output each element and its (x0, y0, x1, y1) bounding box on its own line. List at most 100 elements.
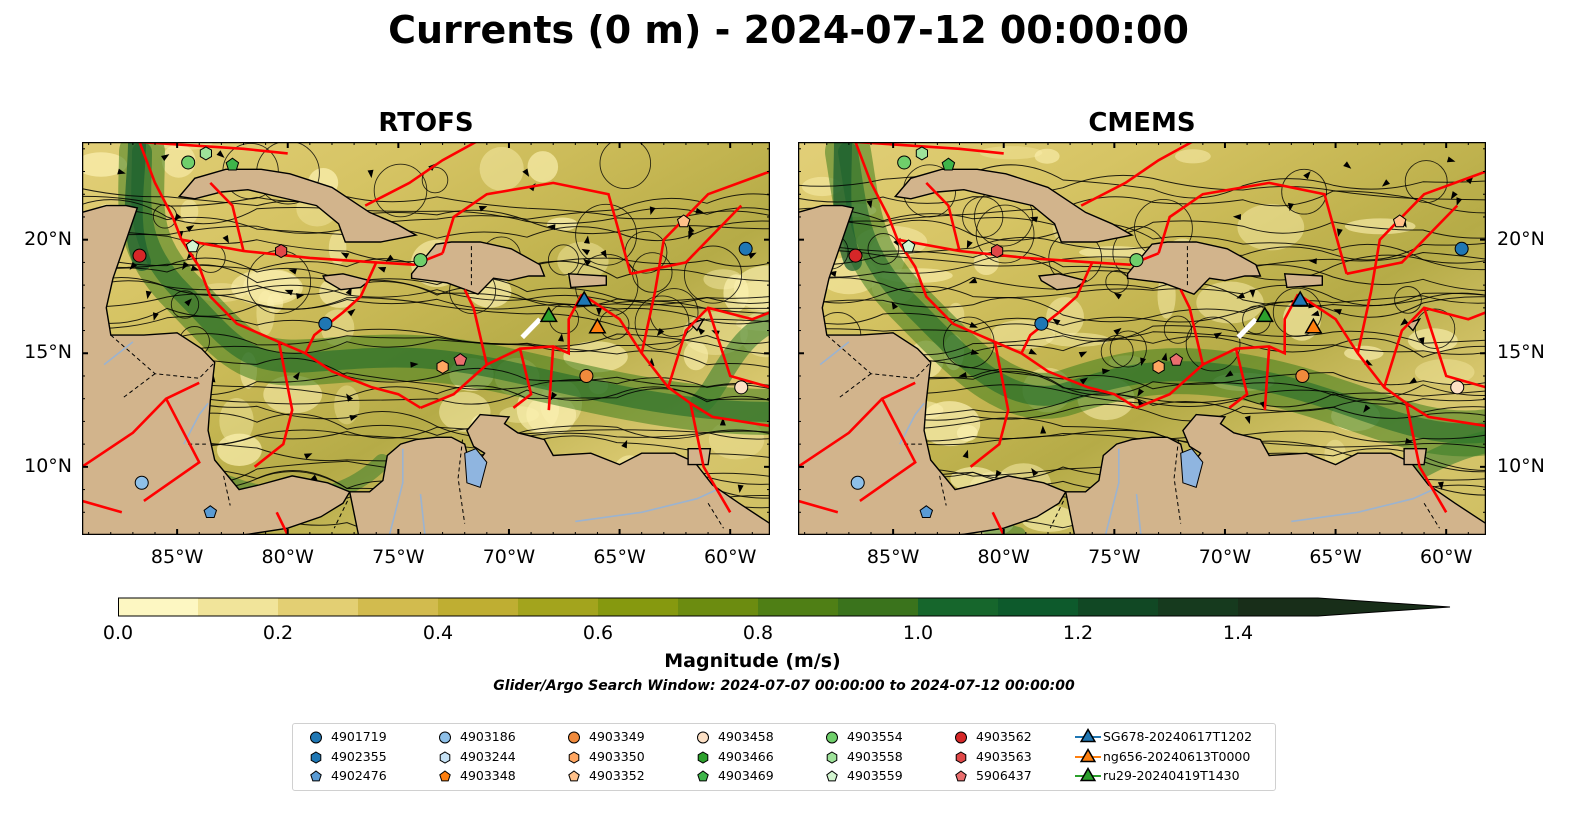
flow-arrow (292, 371, 300, 381)
low-speed-patch (219, 398, 254, 444)
streamline (798, 174, 1486, 204)
colorbar-segment (1238, 598, 1319, 616)
eez-line (1382, 306, 1486, 388)
legend-label: 4903466 (718, 748, 774, 764)
river (1135, 494, 1142, 535)
colorbar-tick-label: 1.0 (902, 622, 934, 644)
colorbar-tick-label: 1.4 (1222, 622, 1254, 644)
eddy-streamline (1281, 168, 1327, 215)
flow-arrow (1450, 191, 1458, 200)
flow-arrow (583, 235, 590, 244)
4902476-legend-marker (310, 770, 322, 782)
colorbar-segment (438, 598, 519, 616)
float-4903469-marker (225, 157, 240, 171)
float-4903562-marker (132, 248, 147, 263)
panel-title-cmems: CMEMS (1088, 108, 1196, 138)
eez-line (441, 181, 632, 275)
landmass-centralAmerica (798, 142, 1067, 535)
landmass-jamaica (1038, 273, 1088, 291)
flow-arrow (1418, 337, 1425, 346)
eez-line (420, 293, 584, 410)
landmass-guadeloupe (689, 317, 706, 332)
flow-arrow (1079, 377, 1088, 385)
eez-line (82, 381, 200, 468)
flow-arrow (688, 231, 694, 240)
river (899, 402, 925, 445)
float-4903558-marker (199, 146, 212, 161)
4903554-legend-marker (826, 731, 838, 744)
flow-arrow (1249, 289, 1256, 298)
flow-arrow (1381, 179, 1390, 187)
low-speed-patch (1046, 297, 1084, 338)
colorbar-label: Magnitude (m/s) (664, 650, 841, 672)
eddy-streamline (683, 245, 743, 304)
flow-arrow (1400, 318, 1409, 326)
glider-SG678-20240617T1202-marker (1291, 290, 1310, 307)
float-4903350-marker (1152, 359, 1165, 374)
eez-line (1422, 307, 1486, 389)
ng656-20240613t0000-legend-marker (1079, 747, 1097, 762)
river (1291, 488, 1434, 523)
flow-arrow (161, 154, 170, 161)
flow-arrow (385, 254, 394, 262)
eddy-streamline (1105, 270, 1129, 294)
eddy-streamline (1404, 160, 1448, 204)
eez-line (1080, 142, 1193, 207)
streamline (82, 333, 770, 353)
flow-arrow (1343, 161, 1352, 169)
eez-line (859, 398, 917, 502)
float-4903563-marker (991, 243, 1004, 259)
eddy-streamline (975, 204, 1035, 264)
float-4902476-marker (919, 505, 934, 518)
flow-arrow (173, 213, 182, 222)
colorbar (118, 596, 1458, 622)
4903558-legend-marker (826, 750, 838, 764)
flow-arrow (145, 290, 152, 300)
eez-line (640, 170, 770, 354)
eez-line (143, 398, 201, 502)
eez-line (855, 142, 1004, 155)
colorbar-segment (838, 598, 919, 616)
streamline (798, 190, 1486, 230)
colorbar-tick-label: 0.8 (742, 622, 774, 644)
landmass-hispaniola (410, 241, 546, 296)
flow-arrow (1244, 415, 1251, 425)
flow-arrow (284, 289, 294, 296)
4903469-legend-marker (697, 770, 709, 782)
flow-arrow (1408, 377, 1418, 384)
flow-arrow (656, 328, 665, 337)
4902355-legend-marker (310, 750, 322, 764)
flow-arrow (222, 234, 230, 244)
river (419, 494, 426, 535)
flow-arrow (866, 200, 873, 209)
landmass-jamaica (322, 273, 372, 291)
colorbar-segment (518, 598, 599, 616)
flow-arrow (117, 168, 126, 175)
country-border (707, 502, 724, 529)
float-4903559-marker (901, 239, 916, 253)
flow-arrow (1031, 468, 1039, 477)
rtofs-currents-map[interactable] (82, 142, 770, 535)
colorbar-tick-label: 0.4 (422, 622, 454, 644)
low-speed-patch (328, 231, 347, 265)
flow-arrow (129, 261, 138, 270)
flow-arrow (152, 312, 159, 321)
flow-arrow (969, 321, 978, 328)
flow-arrow (410, 361, 419, 368)
streamline (798, 207, 1486, 239)
glider-ng656-20240613T0000-marker (588, 317, 607, 334)
map-frame (798, 142, 1486, 535)
legend: 4901719 4902355 4902476 4903186 4903244 49033… (292, 723, 1276, 791)
colorbar-segment (278, 598, 359, 616)
float-4903563-marker (275, 243, 288, 259)
river (183, 402, 209, 445)
legend-label: 4901719 (331, 729, 387, 744)
flow-arrow (966, 240, 973, 249)
cmems-currents-map[interactable] (798, 142, 1486, 535)
lon-tick-label: 85°W (866, 546, 920, 568)
legend-label: 4903559 (847, 768, 903, 783)
eez-line (798, 381, 916, 468)
colorbar-segment (918, 598, 999, 616)
eez-line (1020, 261, 1094, 354)
flow-arrow (596, 307, 603, 316)
